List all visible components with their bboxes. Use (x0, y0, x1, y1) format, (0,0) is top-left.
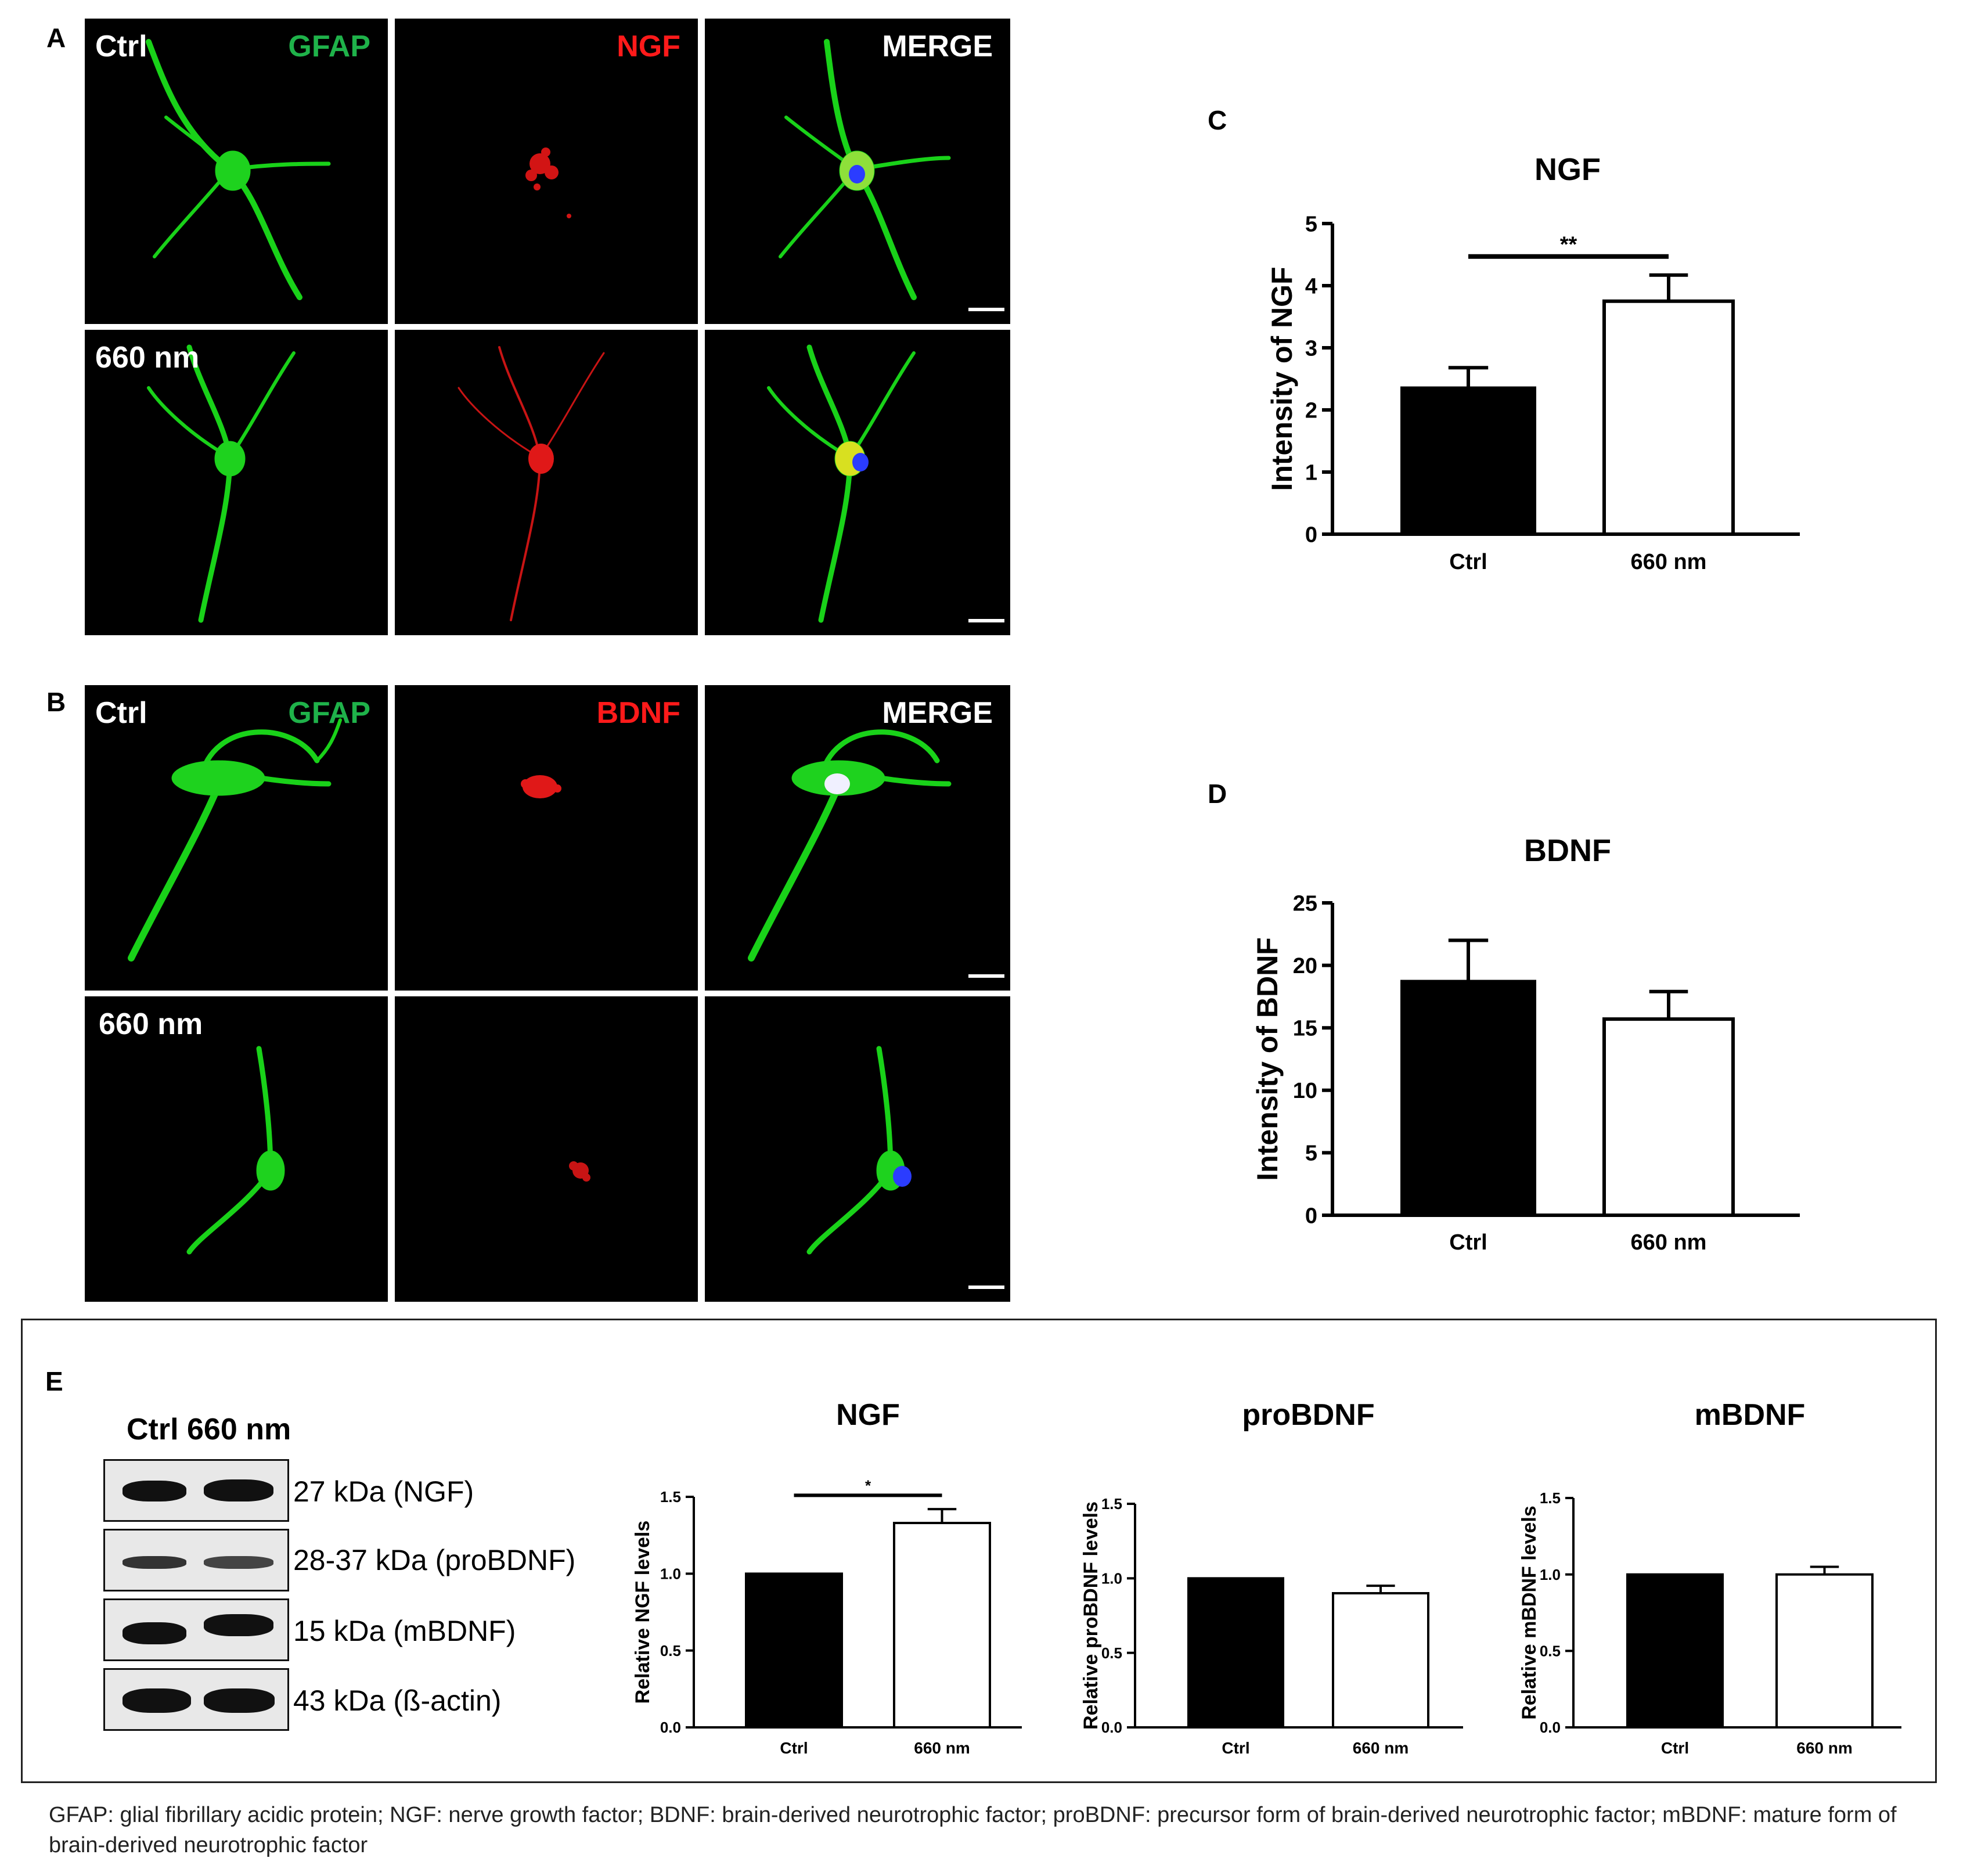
row-label-ctrl: Ctrl (95, 696, 147, 730)
micrograph-a-660-gfap: 660 nm (85, 330, 388, 635)
blot-label-mbdnf: 15 kDa (mBDNF) (293, 1615, 516, 1647)
micrograph-b-660-merge (705, 996, 1010, 1302)
significance-marker: ** (1560, 233, 1577, 257)
bar-660-nm (1602, 1017, 1735, 1217)
micrograph-b-ctrl-bdnf: BDNF (395, 685, 698, 991)
panel-letter-a: A (46, 23, 66, 53)
column-label-bdnf: BDNF (596, 696, 680, 730)
blot-band-mbdnf (103, 1598, 289, 1661)
micrograph-grid-a: Ctrl GFAP NGF MERGE 660 nm (85, 19, 1010, 635)
y-tick-label: 3 (1305, 336, 1317, 361)
y-tick-label: 5 (1305, 1142, 1317, 1166)
column-label-gfap: GFAP (288, 696, 370, 730)
y-tick-label: 2 (1305, 398, 1317, 423)
y-axis-label: Intensity of BDNF (1251, 937, 1284, 1180)
scale-bar (968, 974, 1004, 978)
bar-660-nm (1602, 299, 1735, 536)
row-label-ctrl: Ctrl (95, 30, 147, 63)
y-tick-label: 5 (1305, 212, 1317, 236)
row-label-660nm: 660 nm (95, 341, 200, 375)
column-label-ngf: NGF (617, 30, 680, 63)
blot-band-actin (103, 1668, 289, 1731)
panel-letter-c: C (1208, 105, 1227, 135)
x-tick-label: 660 nm (1631, 1230, 1707, 1255)
y-tick-label: 0 (1305, 1204, 1317, 1228)
y-tick-label: 0 (1305, 523, 1317, 547)
micrograph-a-ctrl-ngf: NGF (395, 19, 698, 324)
micrograph-a-660-merge (705, 330, 1010, 635)
blot-label-actin: 43 kDa (ß-actin) (293, 1684, 502, 1717)
blot-label-probdnf: 28-37 kDa (proBDNF) (293, 1544, 576, 1576)
x-tick-label: Ctrl (1449, 1230, 1487, 1255)
micrograph-a-660-ngf (395, 330, 698, 635)
y-tick-label: 15 (1293, 1017, 1317, 1041)
x-tick-label: 660 nm (1631, 550, 1707, 574)
micrograph-b-ctrl-merge: MERGE (705, 685, 1010, 991)
scale-bar (968, 1286, 1004, 1289)
y-tick-label: 10 (1293, 1079, 1317, 1103)
x-tick-label: Ctrl (1449, 550, 1487, 574)
row-label-660nm: 660 nm (99, 1007, 203, 1041)
bar-ctrl (1400, 386, 1536, 536)
scale-bar (968, 619, 1004, 622)
column-label-gfap: GFAP (288, 30, 370, 63)
micrograph-b-660-gfap: 660 nm (85, 996, 388, 1302)
micrograph-a-ctrl-gfap: Ctrl GFAP (85, 19, 388, 324)
panel-letter-b: B (46, 687, 66, 717)
column-label-merge: MERGE (882, 696, 993, 730)
chart-title: BDNF (1524, 833, 1611, 868)
y-tick-label: 20 (1293, 954, 1317, 978)
blot-label-ngf: 27 kDa (NGF) (293, 1475, 474, 1508)
panel-letter-e: E (45, 1366, 63, 1396)
figure-caption: GFAP: glial fibrillary acidic protein; N… (49, 1803, 1897, 1857)
blot-band-ngf (103, 1459, 289, 1522)
y-tick-label: 1 (1305, 460, 1317, 485)
blot-header: Ctrl 660 nm (127, 1413, 291, 1446)
micrograph-b-660-bdnf (395, 996, 698, 1302)
y-tick-label: 25 (1293, 891, 1317, 916)
bar-ctrl (1400, 980, 1536, 1218)
panel-letter-d: D (1208, 779, 1227, 809)
chart-title: NGF (1534, 152, 1601, 187)
y-axis-label: Intensity of NGF (1266, 267, 1298, 491)
y-tick-label: 4 (1305, 274, 1317, 298)
micrograph-b-ctrl-gfap: Ctrl GFAP (85, 685, 388, 991)
micrograph-a-ctrl-merge: MERGE (705, 19, 1010, 324)
panel-e-frame (21, 1319, 1937, 1783)
micrograph-grid-b: Ctrl GFAP BDNF MERGE 660 nm (85, 685, 1010, 1302)
column-label-merge: MERGE (882, 30, 993, 63)
scale-bar (968, 308, 1004, 311)
blot-band-probdnf (103, 1529, 289, 1591)
